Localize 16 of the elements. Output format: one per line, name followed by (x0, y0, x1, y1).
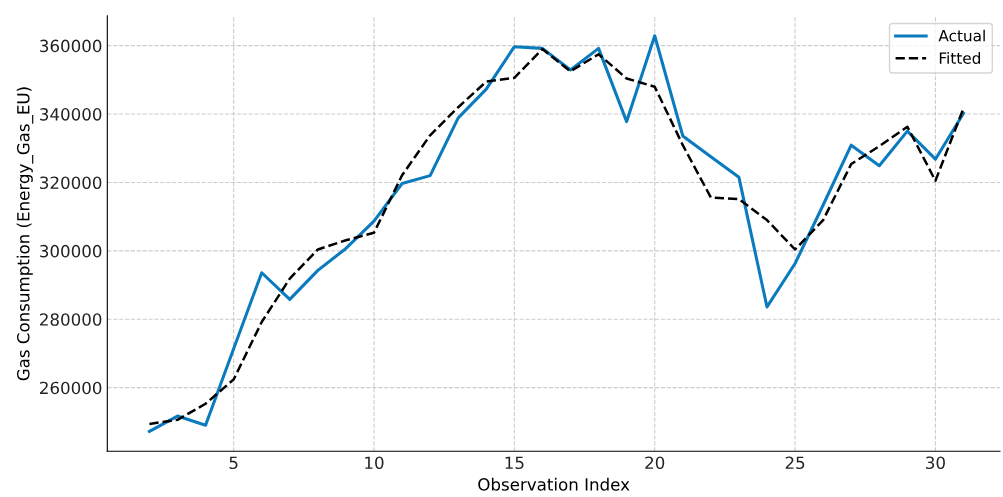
legend-label: Actual (938, 29, 985, 42)
y-tick-label: 360000 (40, 39, 102, 53)
y-tick-label: 320000 (40, 176, 102, 190)
legend-label: Fitted (939, 52, 980, 64)
x-tick-label: 25 (785, 456, 805, 470)
x-tick-label: 30 (926, 456, 945, 470)
x-tick-label: 5 (229, 456, 238, 470)
y-tick-label: 260000 (40, 381, 102, 395)
x-tick-label: 20 (645, 456, 665, 470)
y-tick-label: 300000 (40, 244, 102, 258)
x-tick-label: 10 (365, 456, 384, 470)
x-axis-title: Observation Index (478, 477, 630, 491)
x-tick-label: 15 (505, 456, 524, 470)
y-tick-label: 340000 (40, 108, 102, 121)
y-axis-title: Gas Consumption (Energy_Gas_EU) (16, 87, 34, 381)
y-tick-label: 280000 (40, 313, 102, 326)
